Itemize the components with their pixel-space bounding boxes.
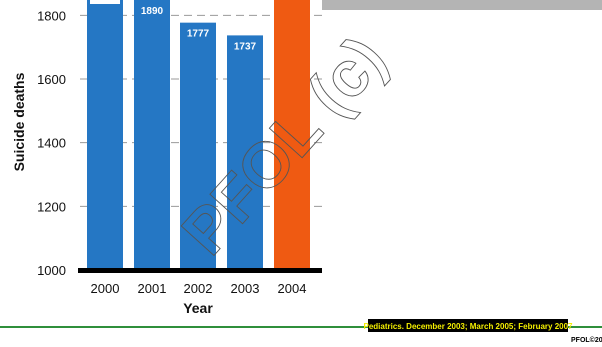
y-tick-label: 1000 [37, 263, 66, 278]
x-tick-labels: 2000 2001 2002 2003 2004 [91, 281, 307, 296]
bar-value-label: 1777 [187, 29, 210, 40]
bar-2002 [180, 22, 216, 270]
bar-2003 [227, 35, 263, 270]
y-tick-labels: 1000 1200 1400 1600 1800 [37, 8, 66, 278]
x-tick-label: 2004 [278, 281, 307, 296]
y-tick-label: 1600 [37, 72, 66, 87]
citation-text: Pediatrics. December 2003; March 2005; F… [363, 322, 573, 331]
x-tick-label: 2000 [91, 281, 120, 296]
bars [87, 0, 310, 270]
bar-value-label: 1890 [141, 6, 164, 17]
y-tick-label: 1200 [37, 199, 66, 214]
y-tick-label: 1400 [37, 136, 66, 151]
x-tick-label: 2001 [138, 281, 167, 296]
bar-2004 [274, 0, 310, 270]
bar-value-labels: 1890 1777 1737 [90, 0, 257, 52]
x-tick-label: 2003 [231, 281, 260, 296]
x-axis-baseline [78, 268, 322, 273]
citation-box [368, 319, 568, 332]
bar-value-label: 1737 [234, 41, 257, 52]
y-tick-label: 1800 [37, 8, 66, 23]
y-axis-title: Suicide deaths [11, 72, 27, 171]
x-tick-label: 2002 [184, 281, 213, 296]
footer-mark: PFOL©20 [571, 336, 602, 344]
bar-label-clipped [90, 0, 120, 4]
x-axis-title: Year [183, 300, 213, 316]
bar-2001 [134, 0, 170, 270]
info-panel [322, 0, 602, 10]
bar-2000 [87, 0, 123, 270]
